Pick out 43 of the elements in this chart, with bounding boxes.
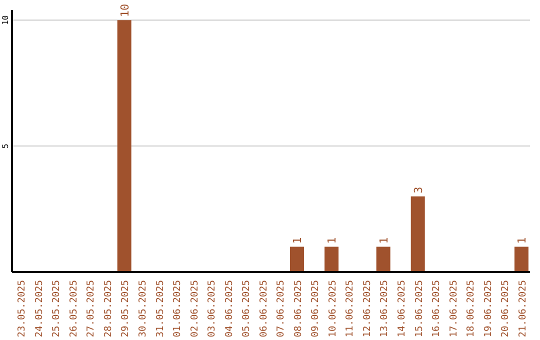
x-tick-label: 02.06.2025 (189, 280, 200, 338)
x-tick-label: 26.05.2025 (68, 280, 80, 338)
data-label: 1 (515, 237, 528, 244)
bar (117, 20, 132, 272)
x-tick-label: 23.05.2025 (16, 280, 28, 338)
x-tick-label: 19.06.2025 (482, 280, 494, 338)
x-tick-label: 12.06.2025 (362, 280, 373, 338)
x-tick-label: 20.06.2025 (500, 280, 512, 338)
bar (324, 246, 339, 272)
x-tick-label: 16.06.2025 (431, 280, 442, 338)
data-label: 1 (326, 237, 339, 244)
x-tick-label: 30.05.2025 (138, 280, 148, 338)
data-label: 10 (118, 4, 132, 18)
x-tick-label: 15.06.2025 (414, 280, 425, 338)
x-tick-label: 31.05.2025 (154, 280, 166, 338)
x-tick-label: 09.06.2025 (310, 280, 322, 338)
x-tick-label: 06.06.2025 (258, 280, 270, 338)
data-label: 1 (290, 237, 304, 244)
x-tick-label: 29.05.2025 (120, 280, 132, 338)
x-tick-label: 25.05.2025 (51, 280, 62, 338)
x-tick-label: 08.06.2025 (292, 280, 304, 338)
bar (410, 196, 425, 272)
x-tick-label: 04.06.2025 (224, 280, 235, 338)
x-tick-label: 01.06.2025 (172, 280, 184, 338)
data-label: 1 (377, 237, 390, 244)
y-tick-label: 5 (1, 143, 10, 148)
bar (376, 246, 390, 272)
x-tick-label: 14.06.2025 (396, 280, 408, 338)
x-tick-label: 11.06.2025 (344, 280, 356, 338)
x-tick-label: 13.06.2025 (379, 280, 390, 338)
x-tick-label: 03.06.2025 (206, 280, 218, 338)
x-tick-label: 17.06.2025 (448, 280, 460, 338)
x-tick-label: 28.05.2025 (102, 280, 114, 338)
x-tick-label: 27.05.2025 (86, 280, 97, 338)
bar (514, 246, 528, 272)
x-tick-label: 10.06.2025 (327, 280, 338, 338)
x-tick-label: 24.05.2025 (34, 280, 45, 338)
x-tick-label: 21.06.2025 (517, 280, 528, 338)
x-tick-label: 05.06.2025 (241, 280, 252, 338)
data-label: 3 (412, 186, 425, 194)
x-tick-label: 18.06.2025 (466, 280, 477, 338)
x-tick-label: 07.06.2025 (276, 280, 287, 338)
bar (290, 246, 304, 272)
